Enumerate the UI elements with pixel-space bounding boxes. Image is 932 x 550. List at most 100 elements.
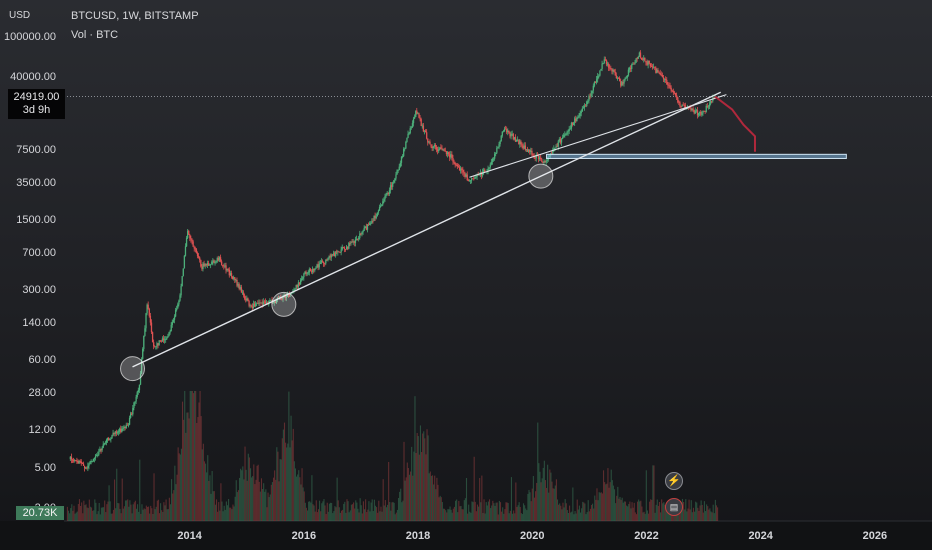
volume-bar — [559, 503, 561, 521]
candle-body — [642, 59, 644, 61]
volume-bar — [448, 509, 450, 521]
candle-body — [147, 304, 149, 309]
candle-body — [302, 277, 304, 279]
candle-body — [308, 268, 311, 273]
candle-body — [285, 296, 288, 298]
volume-bar — [374, 505, 377, 521]
candle-body — [201, 266, 203, 269]
bar-countdown: 3d 9h — [22, 104, 51, 116]
candle-body — [307, 272, 309, 274]
volume-bar — [226, 505, 229, 521]
volume-bar — [449, 506, 451, 521]
candle-body — [239, 287, 241, 289]
candle-body — [156, 343, 158, 347]
volume-bar — [128, 506, 130, 521]
candle-body — [272, 302, 274, 304]
volume-bar — [367, 509, 369, 521]
candle-body — [669, 85, 671, 88]
volume-bar — [529, 492, 531, 521]
volume-bar — [429, 471, 431, 521]
candle-body — [119, 428, 121, 432]
candle-body — [575, 118, 577, 122]
flag-icon[interactable]: ▤ — [665, 498, 683, 516]
volume-bar — [163, 502, 165, 521]
candle-body — [458, 167, 461, 171]
candle-body — [117, 431, 120, 433]
volume-bar — [495, 502, 497, 521]
volume-bar — [379, 511, 381, 521]
candle-body — [481, 171, 484, 176]
candle-body — [363, 228, 365, 231]
candle-body — [645, 61, 647, 63]
candle-body — [133, 402, 135, 409]
volume-bar — [176, 474, 178, 521]
candle-body — [649, 63, 652, 67]
candle-body — [666, 79, 668, 85]
candle-body — [471, 178, 473, 181]
volume-bar — [149, 513, 151, 521]
candle-body — [319, 262, 321, 264]
volume-bar — [249, 468, 252, 521]
candle-body — [491, 158, 494, 162]
volume-bar — [717, 507, 719, 521]
candle-body — [597, 76, 599, 80]
candle-body — [667, 84, 669, 86]
volume-bar — [713, 513, 715, 521]
volume-bar — [577, 509, 579, 521]
volume-bar — [96, 514, 98, 521]
volume-bar — [134, 500, 136, 521]
candle-body — [654, 66, 656, 68]
candle-body — [221, 261, 223, 266]
volume-bar — [558, 504, 560, 521]
volume-bar — [258, 481, 260, 521]
candle-body — [330, 254, 332, 258]
lightning-icon[interactable]: ⚡ — [665, 472, 683, 490]
candle-body — [683, 105, 686, 106]
candle-body — [226, 269, 228, 271]
candle-body — [265, 302, 268, 304]
volume-bar — [714, 499, 716, 521]
candle-body — [629, 68, 632, 69]
candle-body — [566, 132, 568, 135]
volume-bar — [445, 510, 447, 521]
candle-body — [159, 340, 161, 342]
volume-bar — [296, 476, 298, 521]
volume-bar — [696, 502, 698, 521]
candle-body — [384, 195, 386, 200]
candle-body — [634, 62, 636, 64]
volume-bar — [487, 501, 489, 521]
volume-bar — [210, 493, 212, 521]
candle-body — [605, 60, 608, 65]
volume-bar — [430, 475, 432, 521]
candle-body — [93, 457, 96, 459]
volume-bar — [376, 507, 378, 521]
volume-bar — [335, 507, 337, 521]
volume-bar — [277, 451, 279, 521]
candle-body — [445, 151, 448, 155]
volume-bar — [413, 451, 415, 521]
candle-body — [83, 465, 86, 469]
volume-bar — [263, 483, 265, 521]
volume-bar — [433, 484, 435, 521]
volume-bar — [181, 401, 184, 521]
candle-body — [515, 139, 518, 142]
volume-bar — [285, 442, 287, 521]
volume-bar — [93, 510, 95, 521]
candle-body — [421, 125, 423, 127]
volume-bar — [444, 508, 446, 521]
candle-body — [257, 303, 259, 305]
volume-bar — [427, 435, 429, 521]
volume-bar — [697, 507, 699, 521]
volume-bar — [306, 510, 309, 521]
volume-bar — [158, 513, 161, 521]
volume-bar — [132, 504, 134, 521]
candle-body — [269, 300, 271, 301]
symbol-title[interactable]: BTCUSD, 1W, BITSTAMP — [71, 10, 199, 22]
volume-bar — [553, 488, 555, 521]
volume-bar — [329, 502, 332, 521]
candle-body — [586, 101, 588, 106]
candle-body — [128, 417, 131, 425]
volume-indicator-label[interactable]: Vol · BTC — [71, 29, 119, 41]
candle-body — [673, 92, 676, 94]
